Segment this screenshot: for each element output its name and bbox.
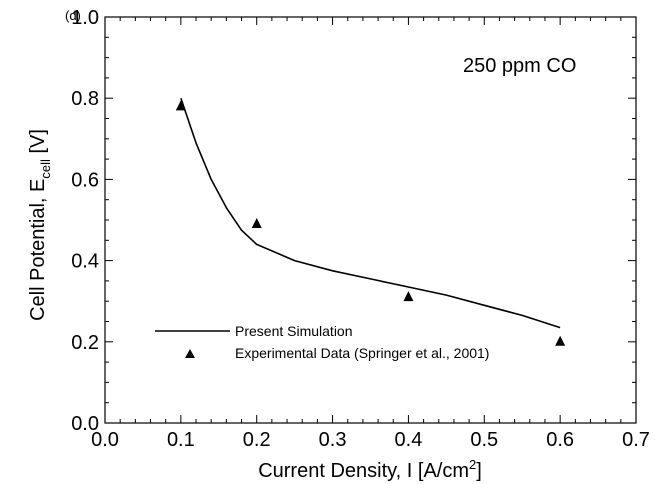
legend: Present Simulation Experimental Data (Sp… — [155, 323, 489, 361]
y-tick-label: 1.0 — [71, 7, 99, 29]
y-tick-label: 0.0 — [71, 413, 99, 435]
panel-label: (d) — [65, 8, 81, 23]
series-layer — [175, 97, 566, 346]
x-tick-label: 0.4 — [395, 429, 423, 451]
data-point-experimental — [175, 100, 186, 111]
x-tick-label: 0.2 — [243, 429, 271, 451]
y-tick-label: 0.4 — [71, 251, 99, 273]
data-point-experimental — [403, 291, 414, 302]
x-tick-label: 0.6 — [546, 429, 574, 451]
x-tick-label: 0.7 — [622, 429, 650, 451]
y-axis-title: Cell Potential, Ecell [V] — [27, 129, 53, 321]
legend-label-experimental: Experimental Data (Springer et al., 2001… — [235, 345, 489, 361]
plot-frame — [104, 16, 637, 424]
annotation-text: 250 ppm CO — [463, 55, 576, 77]
data-point-experimental — [251, 218, 262, 229]
data-point-experimental — [555, 335, 566, 346]
y-tick-label: 0.6 — [71, 169, 99, 191]
x-tick-label: 0.3 — [319, 429, 347, 451]
tick-labels: 0.0 0.1 0.2 0.3 0.4 0.5 0.6 0.7 0.0 0.2 0.4 0.6 0.8 1… — [71, 7, 650, 451]
y-tick-label: 0.2 — [71, 332, 99, 354]
legend-triangle-swatch — [185, 349, 195, 358]
y-tick-label: 0.8 — [71, 88, 99, 110]
x-tick-label: 0.1 — [167, 429, 195, 451]
x-axis-title: Current Density, I [A/cm2] — [258, 457, 482, 482]
x-tick-label: 0.5 — [470, 429, 498, 451]
legend-label-simulation: Present Simulation — [235, 323, 353, 339]
series-line-simulation — [180, 97, 561, 329]
ticks — [104, 16, 637, 424]
x-tick-label: 0.0 — [91, 429, 119, 451]
